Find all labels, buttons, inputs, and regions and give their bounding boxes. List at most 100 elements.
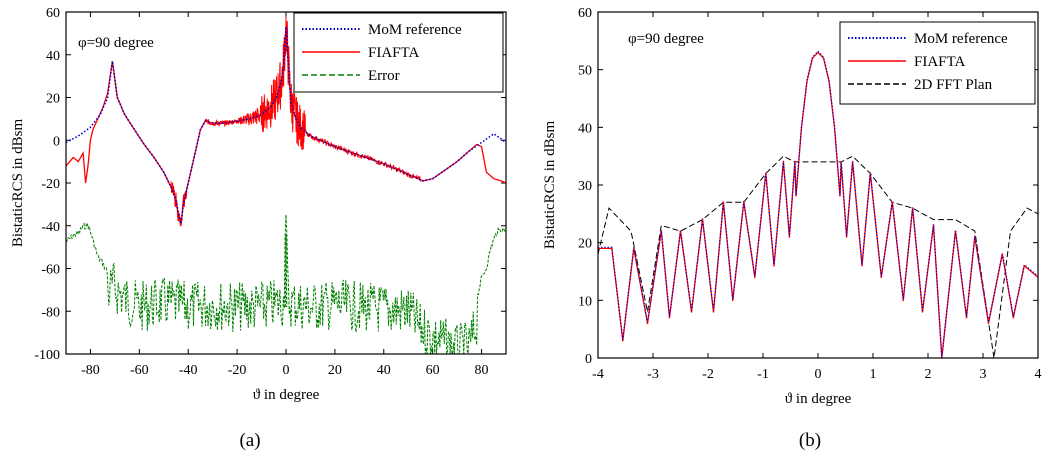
legend-label: MoM reference: [914, 31, 1008, 47]
plot-frame: [65, 11, 507, 355]
x-tick-label: -60: [130, 363, 149, 378]
null-point: [788, 236, 791, 238]
x-tick-label: 60: [426, 363, 440, 378]
y-tick-label: -60: [41, 263, 60, 278]
x-tick-label: -4: [592, 367, 604, 382]
plot-area: [598, 50, 1038, 358]
null-point: [987, 322, 990, 325]
y-tick-label: 40: [578, 121, 592, 136]
x-axis-label: ϑ in degree: [785, 391, 852, 407]
peak-point: [911, 207, 914, 209]
peak-point: [932, 224, 935, 227]
peak-point: [851, 161, 854, 163]
null-point: [712, 311, 715, 313]
null-point: [902, 299, 905, 302]
y-tick-label: 0: [585, 352, 592, 367]
y-tick-label: 60: [578, 6, 592, 21]
peak-point: [840, 161, 842, 163]
annotation-text: φ=90 degree: [628, 31, 704, 47]
null-point: [668, 316, 671, 319]
peak-point: [764, 172, 767, 175]
series-line-error: [66, 214, 506, 354]
series-line-mom: [598, 50, 1038, 357]
y-tick-label: 20: [578, 237, 592, 252]
peak-point: [722, 201, 725, 204]
x-tick-label: 2: [925, 367, 932, 382]
y-axis-label: BistaticRCS in dBsm: [542, 120, 558, 249]
peak-point: [954, 230, 957, 232]
legend-label: 2D FFT Plan: [914, 77, 993, 93]
peak-point: [1023, 264, 1026, 267]
null-point: [646, 322, 649, 325]
y-tick-label: 60: [46, 6, 60, 21]
x-tick-label: -80: [81, 363, 100, 378]
peak-point: [632, 247, 635, 250]
y-tick-label: 30: [578, 179, 592, 194]
plot-frame: [597, 11, 1039, 359]
peak-point: [869, 172, 872, 175]
series-line-mom: [66, 26, 506, 224]
legend-box: [839, 21, 1036, 105]
x-tick-label: 40: [377, 363, 391, 378]
series-tail-fiafta: [305, 129, 421, 182]
peak-point: [794, 161, 796, 163]
y-axis-label: BistaticRCS in dBsm: [10, 118, 26, 247]
null-point: [731, 299, 734, 302]
peak-point: [610, 247, 613, 250]
peak-point: [679, 230, 682, 232]
caption-b: (b): [799, 430, 821, 451]
x-tick-label: -3: [647, 367, 659, 382]
y-tick-label: 40: [46, 49, 60, 64]
null-point: [621, 339, 624, 342]
x-tick-label: 20: [328, 363, 342, 378]
y-tick-label: 50: [578, 64, 592, 79]
y-tick-label: -20: [41, 177, 60, 192]
x-tick-label: 0: [283, 363, 290, 378]
x-tick-label: -20: [228, 363, 247, 378]
legend: MoM reference FIAFTA 2D FFT Plan: [839, 21, 1036, 105]
chart-panel-a: -80 -60 -40 -20 0 20 40 60 80 -100 -80 -60 -40 -20 0 20…: [10, 6, 507, 403]
series-band-fiafta: [204, 16, 306, 150]
y-tick-label: 10: [578, 294, 592, 309]
null-point: [921, 311, 924, 313]
x-tick-label: 1: [870, 367, 877, 382]
null-point: [1012, 316, 1015, 319]
null-point: [690, 311, 693, 313]
x-tick-label: 3: [980, 367, 987, 382]
legend-label: FIAFTA: [914, 54, 965, 70]
legend-label: FIAFTA: [368, 45, 419, 61]
null-point: [861, 264, 863, 267]
peak-point: [660, 230, 663, 232]
x-tick-label: 0: [815, 367, 822, 382]
y-tick-label: -40: [41, 220, 60, 235]
null-point: [965, 316, 968, 319]
annotation-text: φ=90 degree: [78, 35, 154, 51]
peak-point: [782, 161, 785, 163]
series-spike-error: [284, 234, 288, 308]
x-tick-label: 80: [475, 363, 489, 378]
legend-label: MoM reference: [368, 22, 462, 38]
peak-point: [742, 201, 745, 204]
legend: MoM reference FIAFTA Error: [293, 12, 504, 93]
peak-point: [701, 218, 704, 221]
x-axis-label: ϑ in degree: [253, 387, 320, 403]
plot-area: [66, 16, 506, 354]
null-point: [773, 264, 775, 267]
x-tick-label: 4: [1035, 367, 1042, 382]
y-tick-label: 0: [53, 134, 60, 149]
x-tick-label: -2: [702, 367, 714, 382]
peak-point: [973, 236, 976, 238]
null-point: [880, 276, 883, 279]
x-tick-label: -40: [179, 363, 198, 378]
peak-point: [1001, 253, 1004, 255]
y-tick-label: -80: [41, 305, 60, 320]
null-point: [753, 276, 756, 279]
x-tick-label: -1: [757, 367, 769, 382]
null-point: [845, 236, 848, 238]
peak-point: [891, 201, 894, 204]
legend-label: Error: [368, 68, 400, 84]
y-tick-label: 20: [46, 92, 60, 107]
